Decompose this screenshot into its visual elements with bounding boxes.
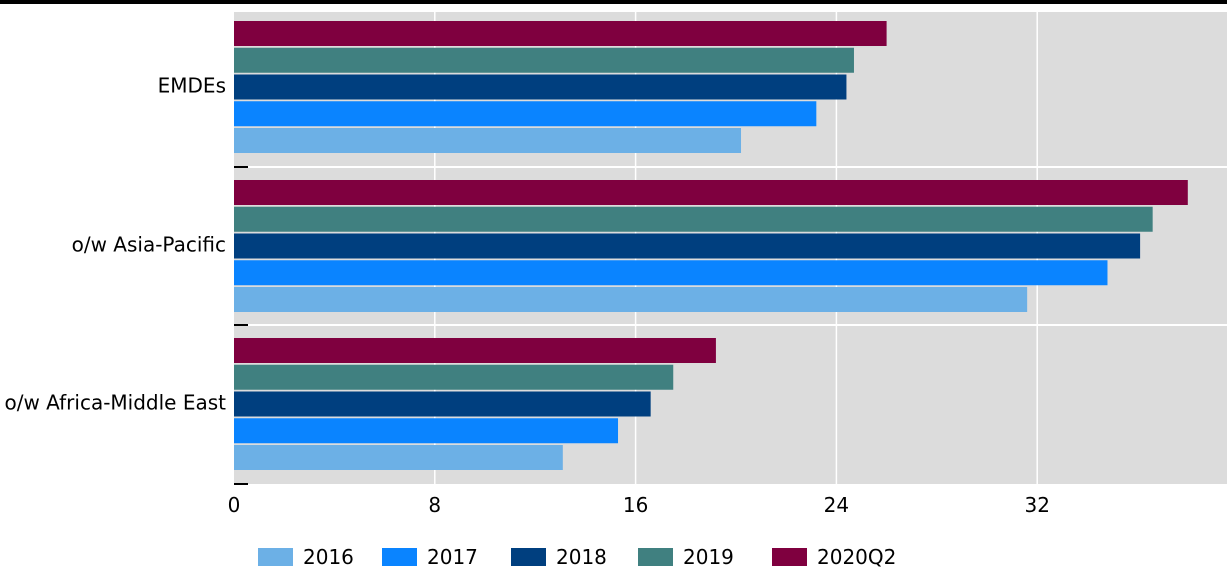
- x-tick-label: 24: [824, 493, 849, 517]
- legend-swatch: [511, 548, 546, 566]
- bar-2019-1: [234, 206, 1153, 232]
- bar-2017-0: [234, 101, 817, 127]
- x-tick-label: 32: [1024, 493, 1049, 517]
- legend-swatch: [772, 548, 807, 566]
- bar-2019-2: [234, 364, 674, 390]
- bar-2020Q2-0: [234, 21, 887, 46]
- legend-label: 2016: [303, 545, 354, 569]
- category-label: EMDEs: [158, 74, 226, 98]
- category-label: o/w Africa-Middle East: [4, 391, 226, 415]
- legend-swatch: [382, 548, 417, 566]
- bar-2020Q2-1: [234, 180, 1188, 205]
- bars: [234, 21, 1188, 470]
- legend-label: 2017: [427, 545, 478, 569]
- bar-2017-2: [234, 418, 619, 444]
- legend-swatch: [258, 548, 293, 566]
- bar-2016-0: [234, 128, 742, 153]
- bar-2016-2: [234, 445, 563, 470]
- x-tick-label: 0: [228, 493, 241, 517]
- legend-swatch: [638, 548, 673, 566]
- top-rule: [0, 0, 1227, 4]
- legend: 2016 2017 2018 2019 2020Q2: [258, 545, 896, 569]
- x-tick-label: 16: [623, 493, 648, 517]
- legend-label: 2018: [556, 545, 607, 569]
- bar-2018-0: [234, 74, 847, 100]
- bar-2019-0: [234, 47, 854, 73]
- bar-2018-2: [234, 391, 651, 417]
- category-labels: EMDEs o/w Asia-Pacific o/w Africa-Middle E…: [4, 74, 226, 415]
- legend-label: 2020Q2: [817, 545, 896, 569]
- bar-2016-1: [234, 287, 1028, 312]
- x-tick-labels: 0 8 16 24 32: [228, 493, 1050, 517]
- bar-2020Q2-2: [234, 338, 716, 363]
- legend-label: 2019: [683, 545, 734, 569]
- x-tick-label: 8: [428, 493, 441, 517]
- bar-2018-1: [234, 233, 1141, 259]
- category-label: o/w Asia-Pacific: [72, 233, 226, 257]
- bar-2017-1: [234, 260, 1108, 286]
